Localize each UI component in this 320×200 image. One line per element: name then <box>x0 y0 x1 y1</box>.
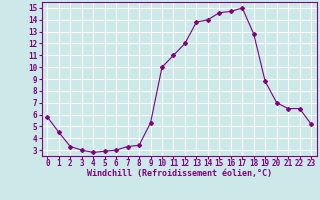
X-axis label: Windchill (Refroidissement éolien,°C): Windchill (Refroidissement éolien,°C) <box>87 169 272 178</box>
